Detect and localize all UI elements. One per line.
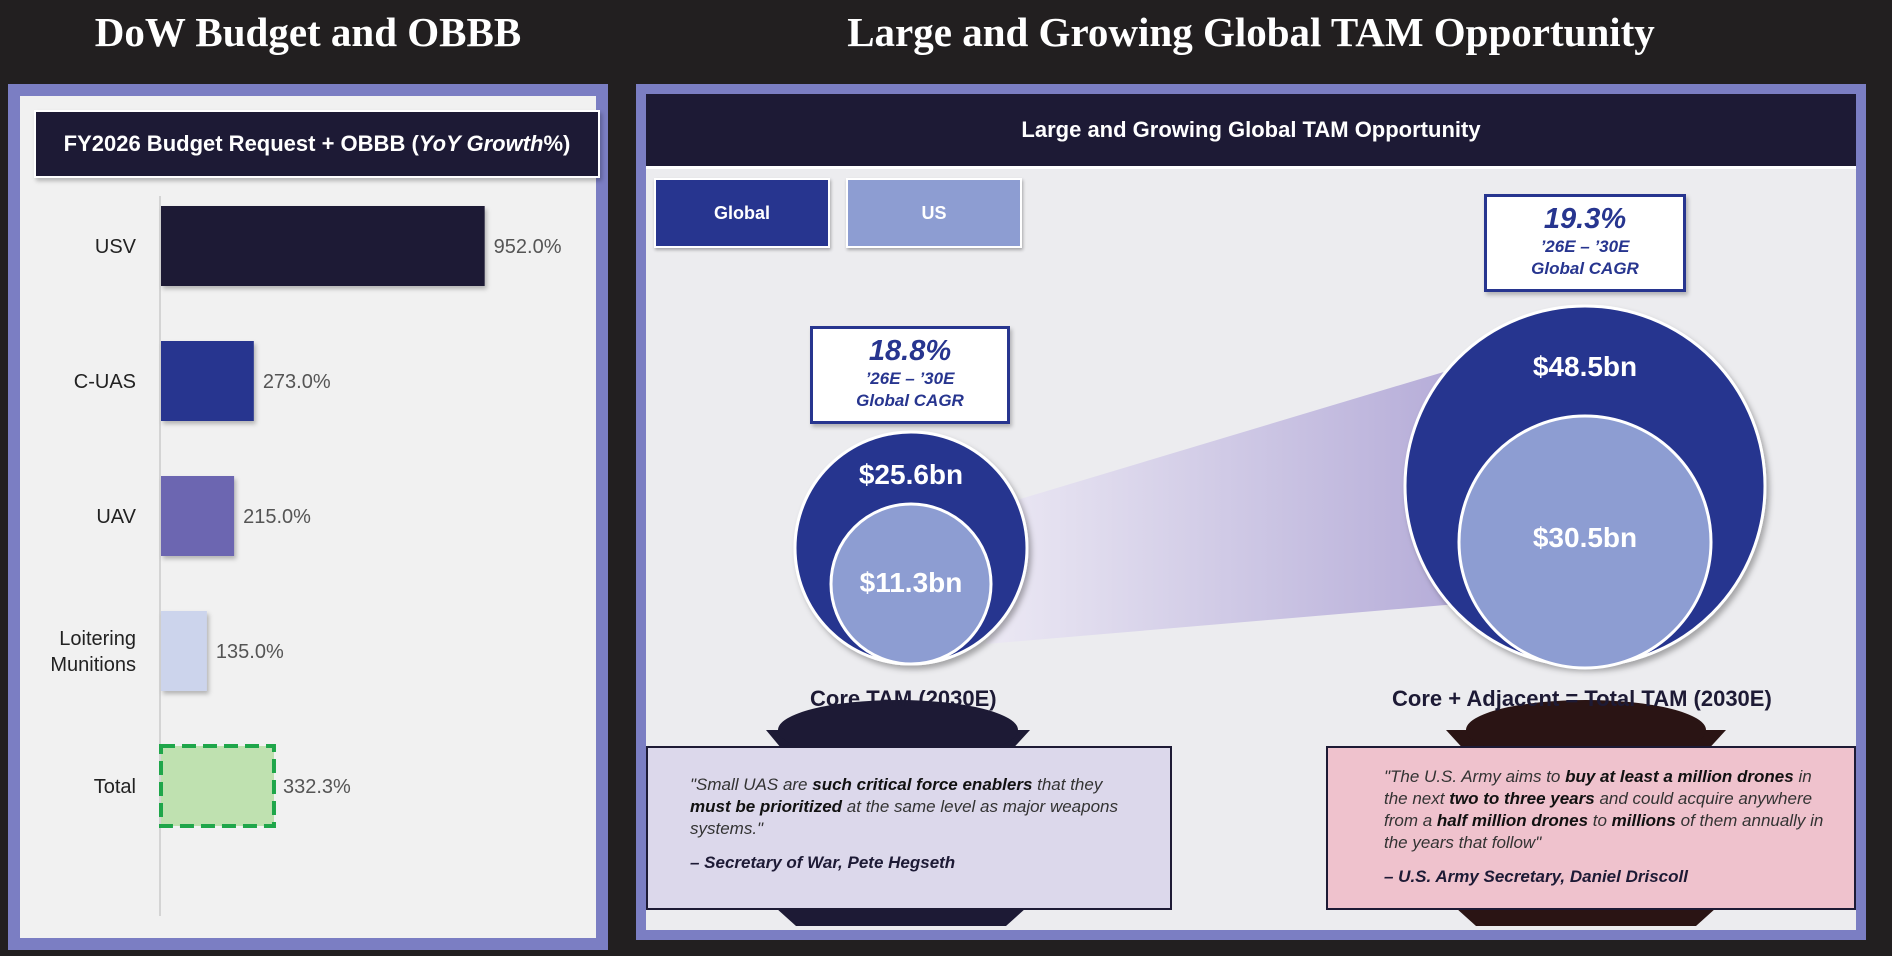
- total-tam-inner-bubble: [1457, 414, 1713, 670]
- category-label: USV: [95, 236, 137, 258]
- budget-panel-body: FY2026 Budget Request + OBBB (YoY Growth…: [20, 96, 600, 938]
- quote-driscoll-author: – U.S. Army Secretary, Daniel Driscoll: [1384, 867, 1688, 886]
- total-cagr-box: 19.3% ’26E – ’30E Global CAGR: [1484, 194, 1686, 292]
- value-label: 332.3%: [283, 776, 351, 798]
- budget-bar-chart-svg: USV 952.0% C-UAS 273.0% UAV 215.0% Loitering Mu…: [50, 196, 562, 916]
- value-label: 273.0%: [263, 371, 331, 393]
- quote-hegseth-b2: must be prioritized: [690, 797, 843, 816]
- total-cagr-period: ’26E – ’30E: [1540, 237, 1630, 256]
- quote-driscoll-t2: in the next: [1384, 767, 1812, 808]
- quote-driscoll-b4: millions: [1611, 811, 1676, 830]
- total-cagr-pct: 19.3%: [1543, 203, 1627, 235]
- budget-chart-title: FY2026 Budget Request + OBBB (YoY Growth…: [34, 110, 600, 178]
- quote-hegseth-t2: that they: [1032, 775, 1103, 794]
- tam-bubbles: $25.6bn $11.3bn $48.5bn $30.5bn: [766, 304, 1767, 926]
- category-label: C-UAS: [74, 371, 136, 393]
- value-label: 215.0%: [243, 506, 311, 528]
- core-tam-inner-bubble: [829, 502, 993, 666]
- core-cagr-box: 18.8% ’26E – ’30E Global CAGR: [810, 326, 1010, 424]
- growth-connector: [986, 368, 1457, 644]
- core-cagr-period: ’26E – ’30E: [865, 369, 955, 388]
- category-label: UAV: [96, 506, 136, 528]
- value-label: 135.0%: [216, 641, 284, 663]
- budget-title-prefix: FY2026 Budget Request + OBBB (: [63, 131, 419, 156]
- total-inner-value: $30.5bn: [1533, 522, 1637, 553]
- bar-total: [159, 744, 276, 828]
- core-cagr-pct: 18.8%: [868, 335, 952, 367]
- quote-right-tab-bottom: [1456, 908, 1716, 926]
- core-outer-value: $25.6bn: [859, 459, 963, 490]
- quote-hegseth-t3: at the same level as major weapons syste…: [690, 797, 1118, 838]
- core-tam-label: Core TAM (2030E): [810, 686, 997, 711]
- quote-left-tab-bottom: [776, 908, 1026, 926]
- quote-driscoll-t4: to: [1588, 811, 1612, 830]
- budget-bar-chart: USV 952.0% C-UAS 273.0% UAV 215.0% Loitering Mu…: [34, 196, 600, 936]
- quote-hegseth: "Small UAS are such critical force enabl…: [646, 746, 1172, 910]
- tam-panel-body: Large and Growing Global TAM Opportunity…: [646, 94, 1856, 930]
- tab-us[interactable]: US: [846, 178, 1022, 248]
- budget-title-suffix: %): [543, 131, 571, 156]
- quote-left-tab-notch: [778, 700, 1018, 760]
- right-heading: Large and Growing Global TAM Opportunity: [847, 9, 1655, 55]
- core-inner-value: $11.3bn: [860, 567, 963, 598]
- tam-panel: Large and Growing Global TAM Opportunity…: [636, 84, 1866, 940]
- quote-driscoll-b1: buy at least a million drones: [1565, 767, 1794, 786]
- bar-loitering-munitions: [161, 611, 207, 691]
- quote-driscoll: "The U.S. Army aims to buy at least a mi…: [1326, 746, 1856, 910]
- left-heading: DoW Budget and OBBB: [94, 9, 522, 55]
- quote-hegseth-b1: such critical force enablers: [812, 775, 1033, 794]
- quote-driscoll-b2: two to three years: [1449, 789, 1595, 808]
- quote-driscoll-t5: of them annually in the years that follo…: [1384, 811, 1824, 852]
- tam-title: Large and Growing Global TAM Opportunity: [646, 94, 1856, 169]
- bar-uav: [161, 476, 235, 556]
- quote-hegseth-author: – Secretary of War, Pete Hegseth: [690, 853, 956, 872]
- tab-global[interactable]: Global: [654, 178, 830, 248]
- total-tam-label: Core + Adjacent = Total TAM (2030E): [1392, 686, 1772, 711]
- value-label: 952.0%: [494, 236, 562, 258]
- bar-usv: [161, 206, 485, 286]
- quote-driscoll-t1: "The U.S. Army aims to: [1384, 767, 1566, 786]
- bar-c-uas: [161, 341, 254, 421]
- quote-driscoll-b3: half million drones: [1436, 811, 1589, 830]
- quote-hegseth-t1: "Small UAS are: [690, 775, 813, 794]
- quote-right-tab-notch: [1466, 700, 1706, 760]
- category-label: Munitions: [50, 654, 136, 676]
- core-cagr-label: Global CAGR: [856, 391, 964, 410]
- budget-title-emph: YoY Growth: [418, 131, 544, 156]
- category-label: Loitering: [59, 628, 136, 650]
- total-outer-value: $48.5bn: [1533, 351, 1637, 382]
- budget-panel: FY2026 Budget Request + OBBB (YoY Growth…: [8, 84, 608, 950]
- category-label: Total: [94, 776, 136, 798]
- total-cagr-label: Global CAGR: [1531, 259, 1639, 278]
- quote-driscoll-t3: and could acquire anywhere from a: [1384, 789, 1813, 830]
